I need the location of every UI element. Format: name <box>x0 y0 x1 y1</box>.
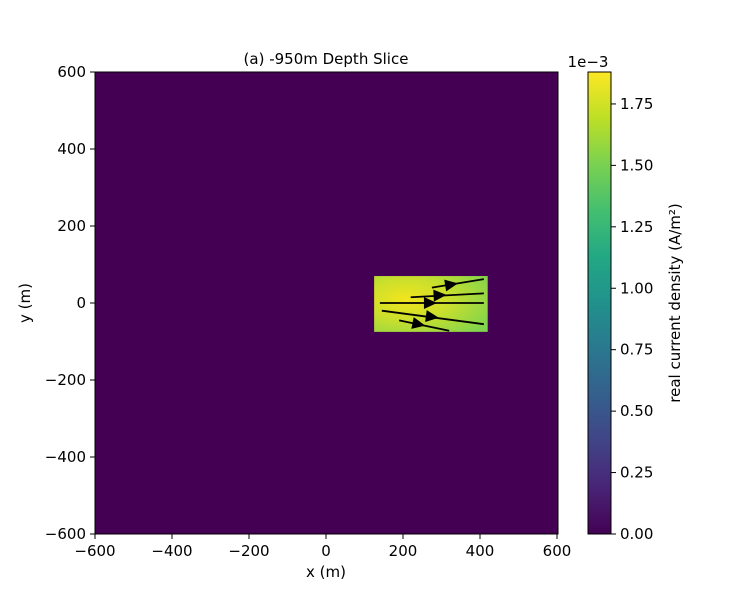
colorbar-tick-label: 1.50 <box>620 156 653 174</box>
x-tick-label: 600 <box>543 542 572 560</box>
colorbar-tick-label: 1.75 <box>620 95 653 113</box>
colorbar: 0.00 0.25 0.50 0.75 1.00 1.25 1.50 1.75 1e−3 re… <box>568 53 684 543</box>
streamline-arrow-2 <box>433 289 447 302</box>
x-tick-label: −600 <box>74 542 115 560</box>
colorbar-tick-label: 1.00 <box>620 279 653 297</box>
colorbar-tick-label: 0.00 <box>620 525 653 543</box>
y-tick-label: −400 <box>45 448 86 466</box>
colorbar-ticks: 0.00 0.25 0.50 0.75 1.00 1.25 1.50 1.75 <box>611 95 653 543</box>
x-tick-label: −400 <box>151 542 192 560</box>
streamline-arrow-5 <box>411 317 426 329</box>
plot-area <box>94 71 559 535</box>
colorbar-gradient <box>587 71 612 535</box>
streamline-arrow-3 <box>423 297 437 309</box>
colorbar-tick-label: 1.25 <box>620 218 653 236</box>
y-tick-label: −200 <box>45 371 86 389</box>
streamline-arrow-4 <box>425 310 439 323</box>
x-axis-ticks: −600 −400 −200 0 200 400 600 <box>74 534 571 560</box>
colorbar-tick-label: 0.75 <box>620 341 653 359</box>
x-axis-label: x (m) <box>306 563 346 581</box>
streamline-arrow-1 <box>444 279 459 292</box>
streamlines <box>379 278 484 332</box>
colorbar-label: real current density (A/m²) <box>666 203 684 402</box>
y-axis-label: y (m) <box>16 283 34 323</box>
y-tick-label: −600 <box>45 525 86 543</box>
chart-title: (a) -950m Depth Slice <box>244 50 409 68</box>
heatmap-background <box>95 72 558 534</box>
y-tick-label: 400 <box>57 140 86 158</box>
y-axis-ticks: −600 −400 −200 0 200 400 600 <box>45 63 95 543</box>
y-tick-label: 200 <box>57 217 86 235</box>
streamline-2 <box>410 292 484 299</box>
x-tick-label: 400 <box>466 542 495 560</box>
x-tick-label: −200 <box>228 542 269 560</box>
colorbar-multiplier: 1e−3 <box>568 53 609 71</box>
y-tick-label: 0 <box>76 294 86 312</box>
x-tick-label: 0 <box>321 542 331 560</box>
x-tick-label: 200 <box>389 542 418 560</box>
colorbar-tick-label: 0.25 <box>620 464 653 482</box>
colorbar-tick-label: 0.50 <box>620 402 653 420</box>
y-tick-label: 600 <box>57 63 86 81</box>
